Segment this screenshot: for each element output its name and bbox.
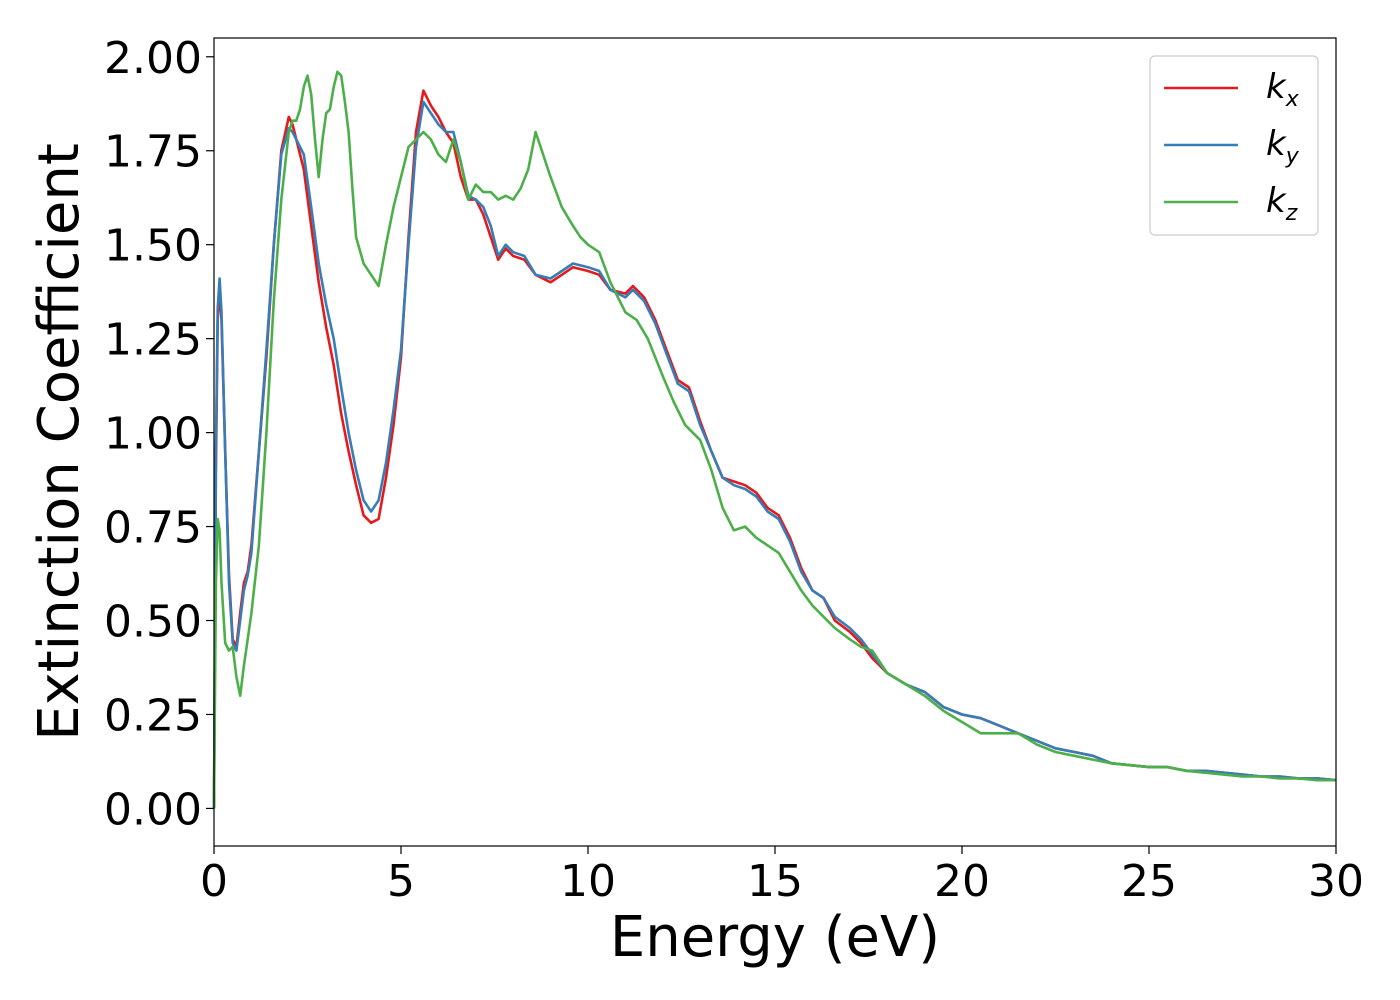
x-axis-title: Energy (eV) — [610, 905, 940, 970]
y-tick-label: 1.25 — [104, 315, 202, 366]
x-tick-label: 5 — [387, 856, 415, 907]
x-tick-label: 25 — [1121, 856, 1177, 907]
x-axis-ticks: 0 5 10 15 20 25 30 — [200, 846, 1364, 907]
legend-label-x: kx — [1266, 67, 1300, 112]
legend: kx ky kz — [1149, 55, 1319, 236]
y-tick-label: 0.75 — [104, 503, 202, 554]
y-tick-label: 0.25 — [104, 690, 202, 741]
y-tick-label: 1.75 — [104, 127, 202, 178]
plot-lines — [212, 70, 1337, 809]
x-tick-label: 10 — [560, 856, 616, 907]
y-tick-label: 1.50 — [104, 221, 202, 272]
y-tick-label: 2.00 — [104, 33, 202, 84]
x-tick-label: 15 — [747, 856, 803, 907]
y-axis-ticks: 0.00 0.25 0.50 0.75 1.00 1.25 1.50 1.75 2.00 — [104, 33, 214, 835]
legend-label-y: ky — [1266, 124, 1300, 169]
y-tick-label: 0.50 — [104, 597, 202, 648]
x-tick-label: 0 — [200, 856, 228, 907]
x-tick-label: 30 — [1308, 856, 1364, 907]
y-tick-label: 1.00 — [104, 409, 202, 460]
y-axis-title: Extinction Coefficient — [27, 143, 92, 741]
x-tick-label: 20 — [934, 856, 990, 907]
y-tick-label: 0.00 — [104, 784, 202, 835]
legend-label-z: kz — [1266, 181, 1298, 226]
series-line-z — [212, 70, 1336, 809]
